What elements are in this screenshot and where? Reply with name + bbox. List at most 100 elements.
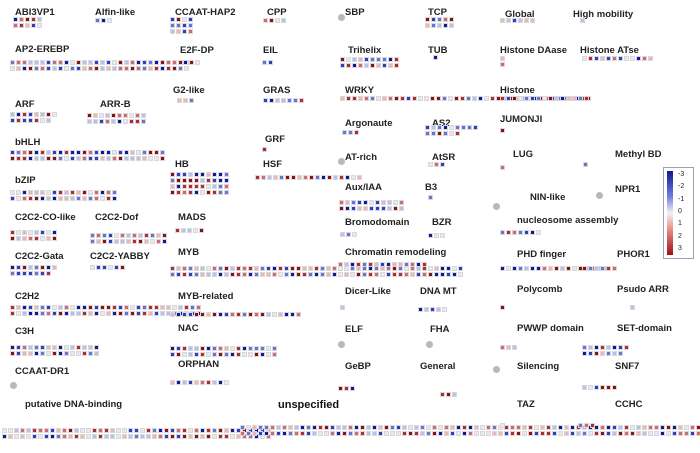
heatmap-cell bbox=[26, 434, 31, 439]
heatmap-cell bbox=[552, 425, 557, 430]
heatmap-cell bbox=[266, 266, 271, 271]
heatmap-cell bbox=[558, 425, 563, 430]
heatmap-cell bbox=[80, 434, 85, 439]
heatmap-cell bbox=[268, 60, 273, 65]
heatmap-cell bbox=[88, 351, 93, 356]
heatmap-cell bbox=[636, 425, 641, 430]
family-cell-block bbox=[500, 423, 505, 428]
heatmap-cell bbox=[354, 130, 359, 135]
heatmap-cell bbox=[500, 230, 505, 235]
heatmap-cell bbox=[443, 23, 448, 28]
family-label: AtSR bbox=[432, 152, 456, 163]
heatmap-cell bbox=[94, 190, 99, 195]
heatmap-cell bbox=[290, 272, 295, 277]
heatmap-cell bbox=[612, 385, 617, 390]
heatmap-cell bbox=[242, 266, 247, 271]
heatmap-cell bbox=[332, 272, 337, 277]
family-label: HSF bbox=[263, 159, 282, 170]
family-label: G2-like bbox=[173, 85, 205, 96]
heatmap-cell bbox=[8, 434, 13, 439]
heatmap-cell bbox=[176, 17, 181, 22]
heatmap-cell bbox=[76, 60, 81, 65]
heatmap-cell bbox=[312, 431, 317, 436]
heatmap-cell bbox=[52, 236, 57, 241]
heatmap-cell bbox=[40, 311, 45, 316]
heatmap-cell bbox=[13, 17, 18, 22]
heatmap-cell bbox=[236, 434, 241, 439]
heatmap-cell bbox=[10, 345, 15, 350]
heatmap-cell bbox=[340, 305, 345, 310]
heatmap-cell bbox=[154, 156, 159, 161]
heatmap-cell bbox=[443, 17, 448, 22]
heatmap-cell bbox=[124, 150, 129, 155]
heatmap-cell bbox=[582, 56, 587, 61]
heatmap-cell bbox=[64, 156, 69, 161]
heatmap-cell bbox=[170, 190, 175, 195]
heatmap-cell bbox=[432, 431, 437, 436]
heatmap-cell bbox=[618, 351, 623, 356]
heatmap-cell bbox=[524, 266, 529, 271]
heatmap-cell bbox=[340, 63, 345, 68]
heatmap-cell bbox=[52, 156, 57, 161]
family-label: C3H bbox=[15, 326, 35, 337]
heatmap-cell bbox=[236, 346, 241, 351]
heatmap-cell bbox=[588, 431, 593, 436]
heatmap-cell bbox=[348, 130, 353, 135]
heatmap-cell bbox=[130, 156, 135, 161]
heatmap-cell bbox=[152, 428, 157, 433]
heatmap-cell bbox=[93, 113, 98, 118]
heatmap-cell bbox=[70, 305, 75, 310]
heatmap-cell bbox=[351, 200, 356, 205]
heatmap-cell bbox=[40, 118, 45, 123]
legend-tick-label: 2 bbox=[678, 232, 682, 240]
heatmap-cell bbox=[380, 262, 385, 267]
heatmap-cell bbox=[242, 272, 247, 277]
heatmap-cell bbox=[386, 272, 391, 277]
family-cell-block bbox=[340, 305, 345, 310]
heatmap-cell bbox=[434, 272, 439, 277]
heatmap-cell bbox=[339, 206, 344, 211]
family-label: ARR-B bbox=[100, 99, 131, 110]
heatmap-cell bbox=[272, 346, 277, 351]
heatmap-cell bbox=[394, 96, 399, 101]
heatmap-cell bbox=[108, 233, 113, 238]
heatmap-cell bbox=[382, 96, 387, 101]
heatmap-cell bbox=[182, 29, 187, 34]
heatmap-cell bbox=[312, 425, 317, 430]
heatmap-cell bbox=[14, 428, 19, 433]
legend-tick-label: -2 bbox=[678, 183, 685, 191]
heatmap-cell bbox=[34, 230, 39, 235]
heatmap-cell bbox=[230, 346, 235, 351]
heatmap-cell bbox=[388, 96, 393, 101]
heatmap-cell bbox=[32, 428, 37, 433]
heatmap-cell bbox=[452, 266, 457, 271]
heatmap-cell bbox=[56, 434, 61, 439]
heatmap-cell bbox=[648, 425, 653, 430]
heatmap-cell bbox=[188, 312, 193, 317]
family-label: Methyl BD bbox=[615, 149, 662, 160]
heatmap-cell bbox=[106, 60, 111, 65]
heatmap-cell bbox=[105, 119, 110, 124]
heatmap-cell bbox=[374, 262, 379, 267]
heatmap-cell bbox=[346, 96, 351, 101]
heatmap-cell bbox=[432, 425, 437, 430]
heatmap-cell bbox=[315, 175, 320, 180]
heatmap-cell bbox=[37, 23, 42, 28]
heatmap-cell bbox=[111, 113, 116, 118]
heatmap-cell bbox=[416, 262, 421, 267]
heatmap-cell bbox=[296, 272, 301, 277]
heatmap-cell bbox=[189, 60, 194, 65]
heatmap-cell bbox=[358, 63, 363, 68]
heatmap-cell bbox=[344, 386, 349, 391]
heatmap-cell bbox=[94, 60, 99, 65]
heatmap-cell bbox=[678, 431, 683, 436]
heatmap-cell bbox=[276, 425, 281, 430]
heatmap-cell bbox=[473, 125, 478, 130]
heatmap-cell bbox=[148, 156, 153, 161]
family-label: E2F-DP bbox=[180, 45, 214, 56]
family-cell-block bbox=[10, 190, 117, 201]
heatmap-cell bbox=[141, 113, 146, 118]
heatmap-cell bbox=[434, 266, 439, 271]
family-label: bHLH bbox=[15, 137, 41, 148]
heatmap-cell bbox=[672, 425, 677, 430]
